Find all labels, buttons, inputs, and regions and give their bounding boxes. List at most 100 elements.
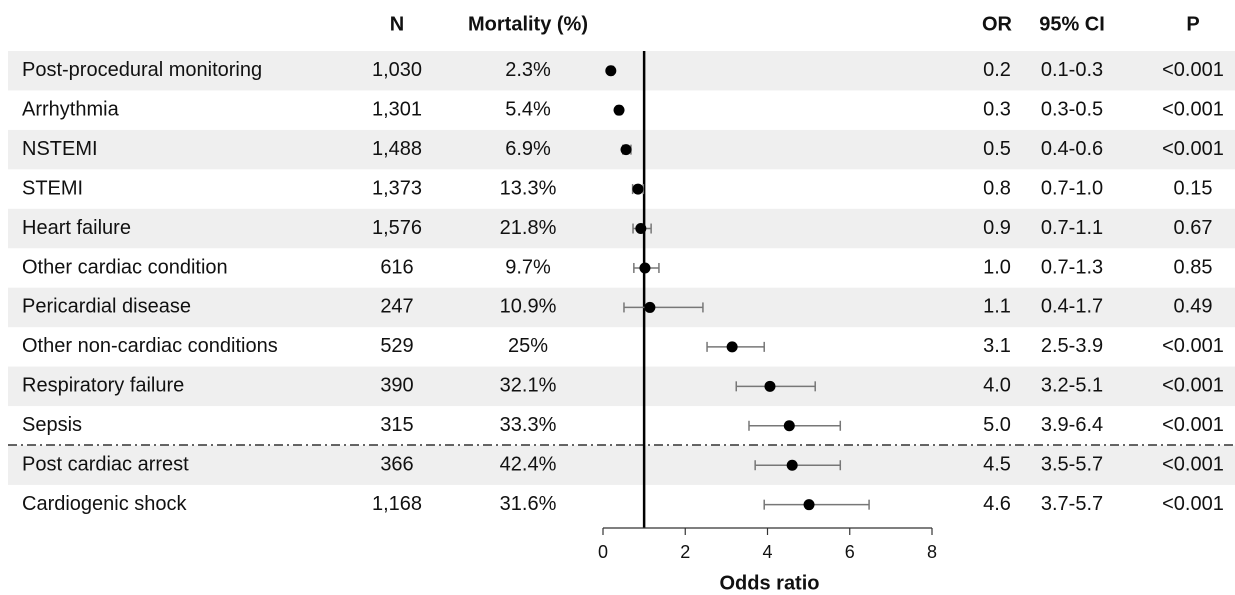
cell-ci: 0.7-1.3 [1041,256,1103,278]
cell-or: 1.0 [983,256,1011,278]
cell-mortality: 31.6% [500,493,557,515]
cell-or: 3.1 [983,335,1011,357]
cell-n: 1,373 [372,177,422,199]
cell-mortality: 32.1% [500,375,557,397]
column-header: OR [982,13,1013,35]
point-estimate [786,459,798,471]
cell-ci: 3.9-6.4 [1041,414,1103,436]
cell-or: 0.5 [983,138,1011,160]
cell-ci: 3.7-5.7 [1041,493,1103,515]
point-estimate [639,262,651,274]
cell-mortality: 13.3% [500,177,557,199]
cell-p: <0.001 [1162,414,1224,436]
cell-or: 0.9 [983,217,1011,239]
cell-n: 390 [380,375,413,397]
x-tick-label: 2 [680,542,690,562]
cell-or: 4.5 [983,454,1011,476]
cell-ci: 3.5-5.7 [1041,454,1103,476]
cell-or: 5.0 [983,414,1011,436]
cell-or: 0.2 [983,59,1011,81]
row-label: Arrhythmia [22,98,120,120]
row-label: Cardiogenic shock [22,493,188,515]
cell-n: 1,576 [372,217,422,239]
row-label: STEMI [22,177,83,199]
point-estimate [613,104,625,116]
row-band [8,366,1235,407]
row-label: Post cardiac arrest [22,454,189,476]
point-estimate [803,499,815,511]
cell-n: 1,168 [372,493,422,515]
cell-p: 0.85 [1174,256,1213,278]
row-band [8,287,1235,328]
x-tick-label: 6 [845,542,855,562]
cell-ci: 0.7-1.1 [1041,217,1103,239]
cell-mortality: 33.3% [500,414,557,436]
cell-ci: 0.7-1.0 [1041,177,1103,199]
cell-p: <0.001 [1162,59,1224,81]
cell-mortality: 10.9% [500,296,557,318]
row-label: Post-procedural monitoring [22,59,262,81]
cell-ci: 0.3-0.5 [1041,98,1103,120]
cell-p: <0.001 [1162,335,1224,357]
cell-p: 0.15 [1174,177,1213,199]
column-header: 95% CI [1039,13,1105,35]
cell-mortality: 42.4% [500,454,557,476]
point-estimate [620,144,632,156]
cell-p: <0.001 [1162,138,1224,160]
row-label: Other non-cardiac conditions [22,335,278,357]
row-label: Pericardial disease [22,296,191,318]
cell-n: 315 [380,414,413,436]
x-axis-title: Odds ratio [719,572,819,594]
cell-n: 1,030 [372,59,422,81]
cell-p: <0.001 [1162,493,1224,515]
row-label: Heart failure [22,217,131,239]
point-estimate [764,380,776,392]
cell-n: 616 [380,256,413,278]
column-header: N [390,13,404,35]
cell-n: 529 [380,335,413,357]
cell-p: <0.001 [1162,98,1224,120]
row-band [8,208,1235,249]
point-estimate [605,65,617,77]
cell-mortality: 6.9% [505,138,551,160]
cell-ci: 0.4-1.7 [1041,296,1103,318]
cell-n: 1,488 [372,138,422,160]
row-band [8,51,1235,91]
cell-p: <0.001 [1162,454,1224,476]
row-label: Respiratory failure [22,375,184,397]
point-estimate [635,223,647,235]
point-estimate [726,341,738,353]
cell-n: 366 [380,454,413,476]
column-header: Mortality (%) [468,13,588,35]
cell-mortality: 5.4% [505,98,551,120]
row-label: Other cardiac condition [22,256,228,278]
point-estimate [632,183,644,195]
x-tick-label: 8 [927,542,937,562]
cell-p: 0.49 [1174,296,1213,318]
cell-ci: 2.5-3.9 [1041,335,1103,357]
cell-n: 1,301 [372,98,422,120]
cell-or: 1.1 [983,296,1011,318]
cell-mortality: 25% [508,335,548,357]
cell-ci: 0.4-0.6 [1041,138,1103,160]
cell-ci: 0.1-0.3 [1041,59,1103,81]
cell-n: 247 [380,296,413,318]
point-estimate [783,420,795,432]
cell-or: 4.6 [983,493,1011,515]
point-estimate [644,301,656,313]
cell-mortality: 21.8% [500,217,557,239]
column-header: P [1186,13,1199,35]
cell-p: <0.001 [1162,375,1224,397]
cell-or: 0.8 [983,177,1011,199]
cell-ci: 3.2-5.1 [1041,375,1103,397]
row-label: Sepsis [22,414,82,436]
cell-mortality: 9.7% [505,256,551,278]
cell-p: 0.67 [1174,217,1213,239]
cell-or: 0.3 [983,98,1011,120]
x-tick-label: 4 [762,542,772,562]
row-band [8,445,1235,485]
cell-mortality: 2.3% [505,59,551,81]
x-tick-label: 0 [598,542,608,562]
cell-or: 4.0 [983,375,1011,397]
